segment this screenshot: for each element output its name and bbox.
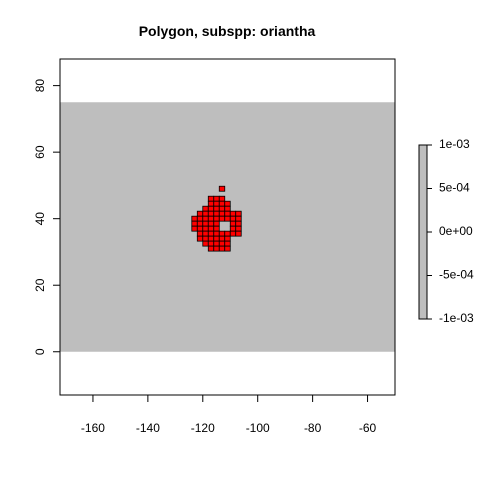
polygon-cell [218,185,226,192]
legend: 1e-03 5e-04 0e+00 -5e-04 -1e-03 [418,137,474,325]
polygon-cell [224,245,231,252]
map-title: Polygon, subspp: oriantha [139,23,316,39]
polygon-cell [191,220,198,227]
polygon-cell [213,220,220,227]
polygon-cell [224,210,231,217]
polygon-cell [213,230,220,237]
polygon-cell [218,245,226,252]
polygon-cell [218,210,226,217]
polygon-cell [229,225,237,232]
polygon-cell [218,195,226,202]
polygon-cell [218,200,226,207]
polygon-cell [202,215,209,222]
polygon-cell [213,205,220,212]
legend-label: -5e-04 [439,268,474,282]
y-tick-label: 40 [33,212,47,226]
polygon-cell [229,210,237,217]
polygon-cell [191,215,198,222]
polygon-cell [196,220,204,227]
polygon-cell [207,200,215,207]
polygon-cell [202,210,209,217]
polygon-cell [229,215,237,222]
polygon-cell [235,220,242,227]
polygon-cell [207,245,215,252]
polygon-cell [207,205,215,212]
polygon-raster-cells [191,185,242,252]
polygon-cell [202,240,209,247]
polygon-cell [224,205,231,212]
polygon-cell [224,215,231,222]
polygon-cell [218,215,226,222]
legend-color-bar [418,144,428,320]
polygon-cell [213,235,220,242]
polygon-cell [207,235,215,242]
polygon-cell [196,235,204,242]
polygon-cell [207,225,215,232]
polygon-cell [218,230,226,237]
polygon-cell [218,205,226,212]
polygon-cell [207,240,215,247]
polygon-cell [213,210,220,217]
polygon-cell [213,195,220,202]
y-tick-label: 60 [33,145,47,159]
polygon-cell [207,215,215,222]
polygon-cell [196,215,204,222]
y-tick-label: 0 [33,348,47,355]
polygon-cell [207,195,215,202]
x-tick-label: -60 [359,421,377,435]
polygon-cell [202,225,209,232]
y-tick-label: 20 [33,278,47,292]
polygon-cell [196,210,204,217]
polygon-cell [213,215,220,222]
x-tick-label: -80 [304,421,322,435]
polygon-cell [196,230,204,237]
polygon-cell [224,200,231,207]
legend-label: 0e+00 [439,224,473,238]
polygon-cell [224,230,231,237]
polygon-cell [235,230,242,237]
polygon-cell [235,210,242,217]
x-tick-label: -140 [136,421,160,435]
x-axis: -160 -140 -120 -100 -80 -60 [81,394,377,435]
x-tick-label: -100 [246,421,270,435]
polygon-cell [207,220,215,227]
y-tick-label: 80 [33,79,47,93]
polygon-cell [229,220,237,227]
polygon-cell [202,235,209,242]
polygon-cell [213,245,220,252]
polygon-cell [213,225,220,232]
polygon-cell [202,220,209,227]
x-tick-label: -160 [81,421,105,435]
polygon-cell [218,240,226,247]
polygon-cell [202,205,209,212]
x-tick-label: -120 [191,421,215,435]
raster-background [60,102,395,352]
y-axis: 0 20 40 60 80 [33,79,61,355]
polygon-cell [207,210,215,217]
polygon-cell [229,230,237,237]
legend-label: -1e-03 [439,311,474,325]
polygon-cell [235,215,242,222]
polygon-cell [224,240,231,247]
polygon-cell [213,240,220,247]
polygon-cell [196,225,204,232]
polygon-cell [224,235,231,242]
legend-label: 1e-03 [439,137,470,151]
polygon-cell [191,225,198,232]
polygon-cell [235,225,242,232]
polygon-cell [207,230,215,237]
legend-label: 5e-04 [439,181,470,195]
polygon-cell [213,200,220,207]
polygon-cell [202,230,209,237]
polygon-cell [218,235,226,242]
plot-area [59,58,396,396]
